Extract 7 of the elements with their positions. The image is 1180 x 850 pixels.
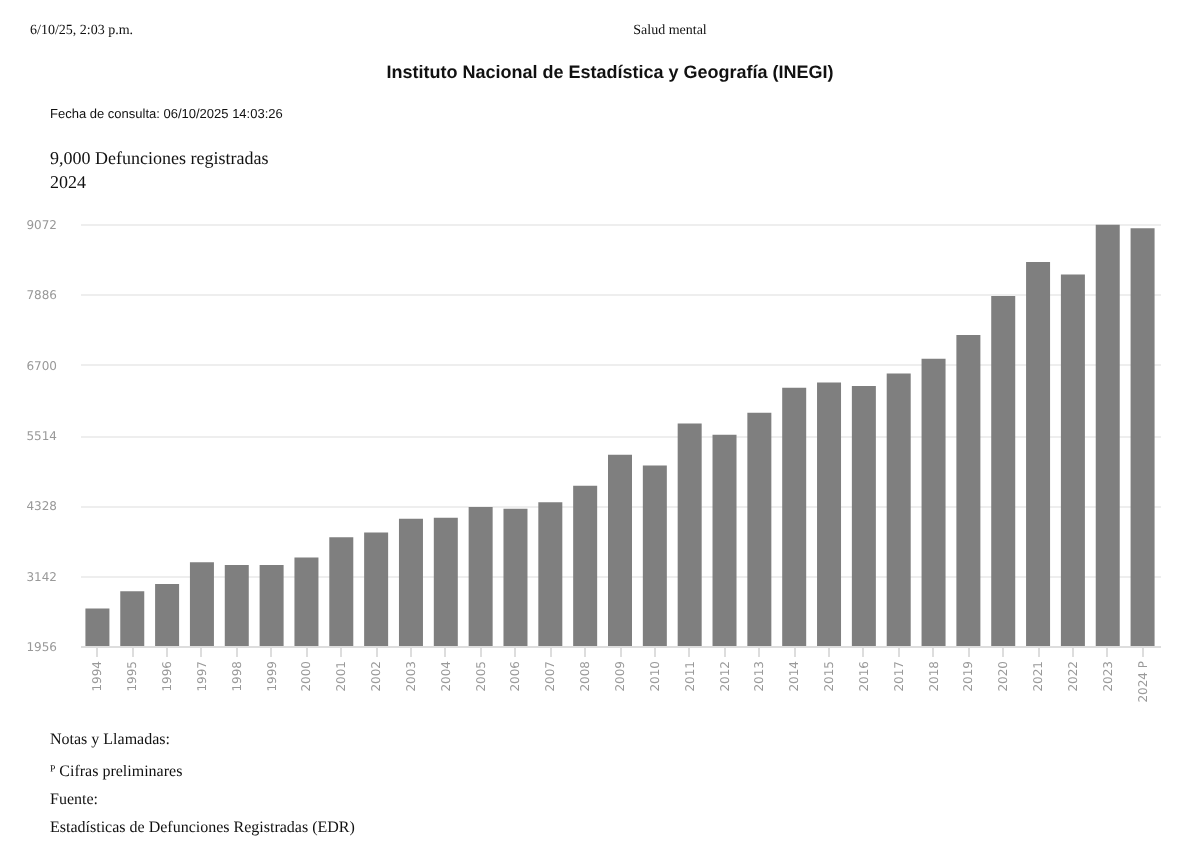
text: Notas y Llamadas: (50, 730, 170, 748)
text: ᴾ Cifras preliminares (50, 762, 183, 780)
chart-title: Instituto Nacional de Estadística y Geografía (INEGI) (386, 62, 834, 82)
source-note: Fuente: (50, 790, 98, 808)
text: 9,000 Defunciones registradas (50, 148, 270, 168)
text: Estadísticas de Defunciones Registradas (EDR) (50, 818, 356, 836)
text: 2024 (50, 172, 87, 192)
